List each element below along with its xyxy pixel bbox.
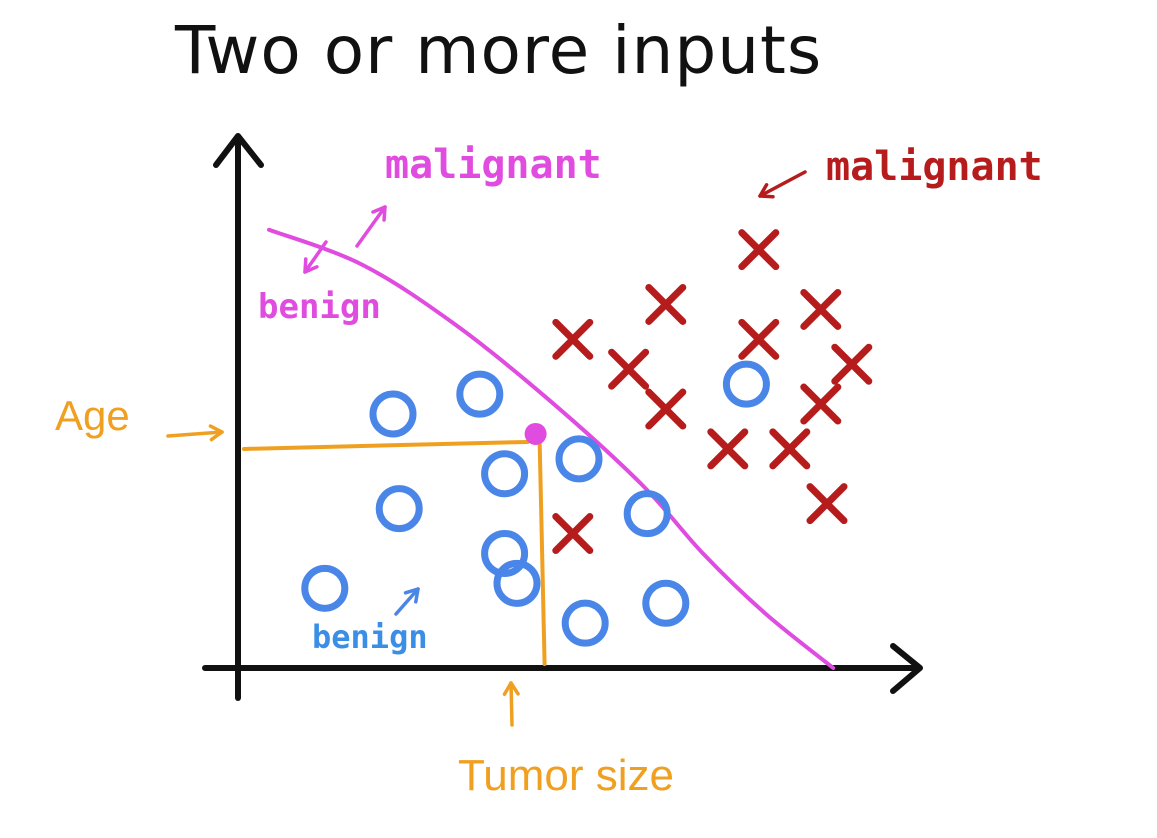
x-axis-label: Tumor size xyxy=(458,751,674,800)
tumor-size-guide-line xyxy=(537,437,547,666)
benign-point xyxy=(493,559,541,607)
malignant-point xyxy=(645,283,687,325)
benign-point xyxy=(481,529,529,577)
boundary-label-benign: benign xyxy=(258,287,381,327)
benign-point xyxy=(722,360,770,408)
y-axis-arrowhead xyxy=(213,133,264,168)
benign-point xyxy=(369,390,417,438)
malignant-point xyxy=(806,483,848,525)
benign-point xyxy=(642,579,690,627)
malignant-point xyxy=(769,428,811,470)
annotation-arrows xyxy=(166,170,807,727)
slide-title: Two or more inputs xyxy=(175,12,823,89)
benign-point xyxy=(561,599,609,647)
malignant-point xyxy=(608,348,650,390)
benign-point xyxy=(301,564,349,612)
cluster-label-malignant: malignant xyxy=(826,144,1043,190)
y-axis-label: Age xyxy=(55,392,130,439)
age-guide-line xyxy=(242,439,530,451)
arrow-to-tumor-size-axis xyxy=(502,681,520,727)
query-guides xyxy=(242,437,547,666)
boundary-label-malignant: malignant xyxy=(385,142,602,188)
malignant-point xyxy=(800,383,842,425)
arrow-to-benign-region xyxy=(303,240,328,274)
malignant-point xyxy=(738,229,780,271)
malignant-point xyxy=(645,388,687,430)
arrow-to-malignant-region xyxy=(355,205,387,248)
benign-point xyxy=(456,370,504,418)
malignant-point xyxy=(738,318,780,360)
malignant-point xyxy=(552,318,594,360)
malignant-point xyxy=(707,428,749,470)
benign-point xyxy=(555,435,603,483)
data-marks xyxy=(301,229,873,647)
x-axis-arrowhead xyxy=(890,643,923,694)
benign-point xyxy=(375,485,423,533)
arrow-to-benign-cluster xyxy=(394,587,420,616)
query-point xyxy=(524,422,547,445)
malignant-point xyxy=(552,513,594,555)
decision-boundary xyxy=(267,227,836,670)
cluster-label-benign: benign xyxy=(312,618,428,656)
malignant-point xyxy=(800,288,842,330)
arrow-to-age-axis xyxy=(166,424,224,442)
axes xyxy=(202,133,923,701)
malignant-point xyxy=(831,343,873,385)
arrow-to-malignant-cluster xyxy=(758,170,807,199)
benign-point xyxy=(623,490,671,538)
benign-point xyxy=(481,450,529,498)
